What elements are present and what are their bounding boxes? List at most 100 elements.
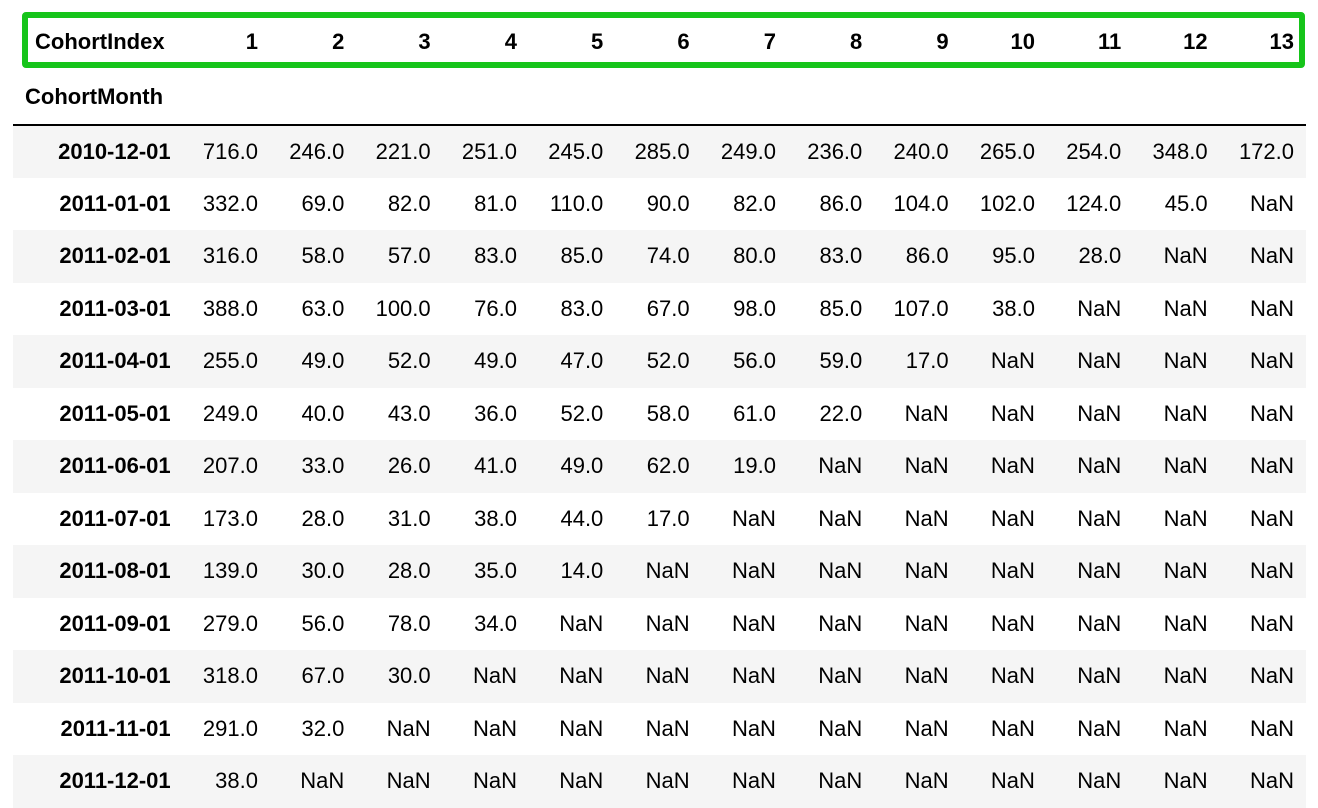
table-cell: 74.0	[646, 243, 690, 269]
table-cell: NaN	[386, 715, 431, 741]
table-cell: 76.0	[474, 295, 517, 321]
table-cell: 245.0	[528, 124, 616, 178]
table-cell: 17.0	[905, 348, 949, 374]
table-cell: NaN	[904, 453, 949, 479]
table-cell: NaN	[1077, 610, 1122, 636]
table-cell: 83.0	[819, 243, 863, 269]
table-cell: NaN	[386, 768, 431, 794]
column-header-4: 4	[504, 29, 517, 54]
empty-header-cell	[788, 84, 874, 125]
table-cell: 49.0	[301, 348, 345, 374]
table-cell: 57.0	[387, 243, 431, 269]
table-cell: 28.0	[387, 558, 431, 584]
table-cell: NaN	[645, 610, 690, 636]
column-header-11: 11	[1098, 29, 1122, 54]
column-header-3: 3	[418, 29, 431, 54]
table-cell: 38.0	[474, 505, 517, 531]
row-index-label: 2011-10-01	[59, 663, 171, 689]
table-cell: NaN	[1249, 453, 1294, 479]
table-cell: NaN	[990, 558, 1035, 584]
table-cell: NaN	[1077, 400, 1122, 426]
table-cell: 52.0	[646, 348, 690, 374]
table-cell: NaN	[990, 505, 1035, 531]
table-cell: NaN	[1163, 610, 1208, 636]
table-cell: 83.0	[560, 295, 604, 321]
row-index-label: 2011-03-01	[59, 295, 171, 321]
row-index-label: 2011-08-01	[59, 558, 171, 584]
columns-name-label: CohortIndex	[35, 29, 165, 54]
table-cell: 285.0	[615, 124, 702, 178]
table-cell: NaN	[472, 715, 517, 741]
table-cell: 30.0	[301, 558, 345, 584]
table-row: 2011-11-01 291.0 32.0 NaN NaN NaN NaN NaN NaN NaN…	[13, 703, 1306, 756]
empty-header-cell	[184, 84, 270, 125]
column-header-5: 5	[591, 29, 604, 54]
table-cell: 59.0	[819, 348, 863, 374]
row-index-label: 2011-07-01	[59, 505, 171, 531]
table-body: 2010-12-01 716.0 246.0 221.0 251.0 245.0 285.0…	[13, 124, 1306, 808]
table-cell: NaN	[1249, 768, 1294, 794]
row-index-label: 2011-12-01	[59, 768, 171, 794]
table-cell: NaN	[818, 453, 863, 479]
table-cell: NaN	[1163, 558, 1208, 584]
column-header-6: 6	[677, 29, 690, 54]
table-cell: 80.0	[733, 243, 776, 269]
table-cell: 139.0	[202, 558, 258, 584]
table-cell: 52.0	[560, 400, 604, 426]
table-cell: NaN	[1163, 295, 1208, 321]
table-cell: 14.0	[560, 558, 604, 584]
table-cell: NaN	[818, 663, 863, 689]
table-header: CohortIndex 1 2 3 4 5 6 7 8 9 10 11 12 13 CohortMont…	[13, 0, 1306, 125]
table-cell: NaN	[904, 663, 949, 689]
table-row: 2011-10-01 318.0 67.0 30.0 NaN NaN NaN NaN NaN Na…	[13, 650, 1306, 703]
table-cell: NaN	[1077, 348, 1122, 374]
table-cell: 56.0	[733, 348, 776, 374]
table-cell: 33.0	[301, 453, 345, 479]
table-cell: NaN	[990, 768, 1035, 794]
table-cell: NaN	[990, 348, 1035, 374]
table-cell: 67.0	[301, 663, 345, 689]
table-cell: NaN	[904, 715, 949, 741]
row-index-label: 2011-04-01	[59, 348, 171, 374]
table-cell: 172.0	[1219, 124, 1306, 178]
table-cell: NaN	[731, 768, 776, 794]
table-cell: NaN	[645, 663, 690, 689]
table-cell: 251.0	[442, 124, 529, 178]
table-row: 2011-09-01 279.0 56.0 78.0 34.0 NaN NaN NaN NaN N…	[13, 598, 1306, 651]
table-cell: NaN	[990, 663, 1035, 689]
table-cell: 49.0	[560, 453, 604, 479]
table-cell: NaN	[559, 768, 604, 794]
table-cell: 249.0	[701, 124, 788, 178]
table-cell: 246.0	[269, 124, 357, 178]
empty-header-cell	[961, 84, 1047, 125]
table-cell: NaN	[1163, 505, 1208, 531]
row-index-label: 2011-01-01	[59, 190, 171, 216]
table-cell: NaN	[1163, 768, 1208, 794]
table-cell: NaN	[645, 715, 690, 741]
table-cell: NaN	[1077, 558, 1122, 584]
table-cell: 19.0	[733, 453, 776, 479]
table-cell: NaN	[1249, 610, 1294, 636]
table-cell: 34.0	[474, 610, 517, 636]
row-index-label: 2011-05-01	[59, 400, 171, 426]
table-cell: 32.0	[301, 715, 345, 741]
index-name-label: CohortMonth	[25, 84, 164, 109]
table-cell: NaN	[559, 610, 604, 636]
table-cell: NaN	[1163, 663, 1208, 689]
column-header-8: 8	[850, 29, 863, 54]
table-cell: 316.0	[202, 243, 258, 269]
table-cell: NaN	[472, 663, 517, 689]
table-cell: 221.0	[356, 124, 443, 178]
table-cell: 255.0	[202, 348, 258, 374]
table-cell: 107.0	[893, 295, 949, 321]
table-cell: NaN	[818, 715, 863, 741]
table-cell: 110.0	[549, 190, 604, 216]
column-header-9: 9	[936, 29, 949, 54]
table-cell: NaN	[818, 610, 863, 636]
table-cell: NaN	[1249, 348, 1294, 374]
table-cell: 26.0	[387, 453, 431, 479]
table-cell: 52.0	[387, 348, 431, 374]
table-row: 2011-07-01 173.0 28.0 31.0 38.0 44.0 17.0 NaN Na…	[13, 493, 1306, 546]
table-cell: 28.0	[301, 505, 345, 531]
table-cell: NaN	[1077, 715, 1122, 741]
